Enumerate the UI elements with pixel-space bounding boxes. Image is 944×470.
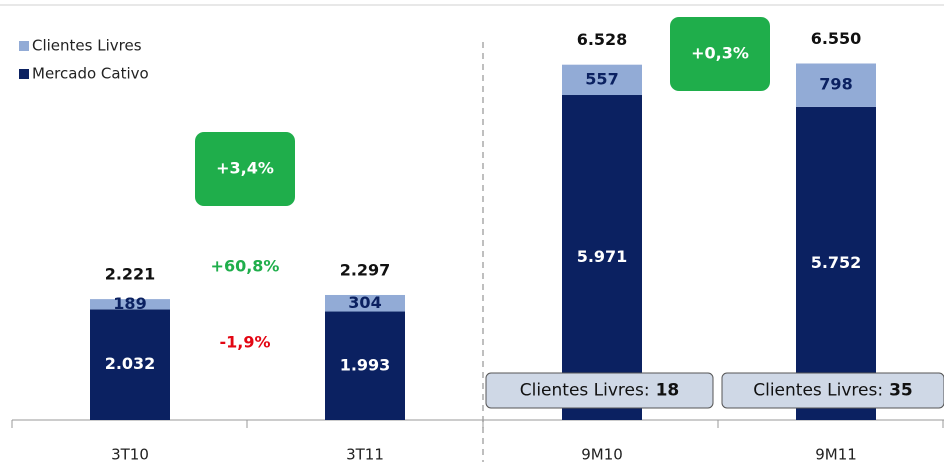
value-label: 2.032	[105, 354, 156, 373]
legend-label: Clientes Livres	[32, 37, 142, 55]
info-label: Clientes Livres:	[753, 381, 883, 401]
bar-segment	[562, 64, 642, 96]
legend-swatch	[19, 41, 29, 51]
total-label: 6.528	[577, 30, 628, 49]
bar-segment	[562, 95, 642, 420]
value-label: 1.993	[340, 355, 391, 374]
growth-box	[195, 132, 295, 206]
info-text: Clientes Livres: 35	[753, 381, 913, 401]
bar-segment	[325, 294, 405, 312]
info-box	[485, 372, 714, 409]
info-count: 18	[656, 381, 680, 401]
value-label: 189	[113, 294, 146, 313]
value-label: 5.752	[811, 253, 862, 272]
legend-label: Mercado Cativo	[32, 65, 149, 83]
x-tick-label: 9M11	[815, 446, 857, 464]
growth-box	[670, 17, 770, 91]
x-tick-label: 9M10	[581, 446, 623, 464]
bar-segment	[90, 299, 170, 310]
value-label: 557	[585, 69, 618, 88]
legend-swatch	[19, 69, 29, 79]
value-label: 304	[348, 293, 381, 312]
change-label: -1,9%	[219, 333, 270, 352]
growth-label: +3,4%	[216, 159, 274, 178]
change-label: +60,8%	[211, 257, 280, 276]
bar-segment	[90, 309, 170, 420]
bar-segment	[325, 311, 405, 420]
info-count: 35	[889, 381, 913, 401]
x-tick-label: 3T10	[111, 446, 149, 464]
info-label: Clientes Livres:	[520, 381, 650, 401]
value-label: 798	[819, 75, 852, 94]
total-label: 2.221	[105, 265, 156, 284]
bar-segment	[796, 63, 876, 107]
x-tick-label: 3T11	[346, 446, 384, 464]
total-label: 6.550	[811, 29, 862, 48]
info-text: Clientes Livres: 18	[520, 381, 680, 401]
total-label: 2.297	[340, 260, 391, 279]
growth-label: +0,3%	[691, 44, 749, 63]
info-box	[721, 372, 944, 409]
value-label: 5.971	[577, 247, 628, 266]
bar-segment	[796, 106, 876, 421]
